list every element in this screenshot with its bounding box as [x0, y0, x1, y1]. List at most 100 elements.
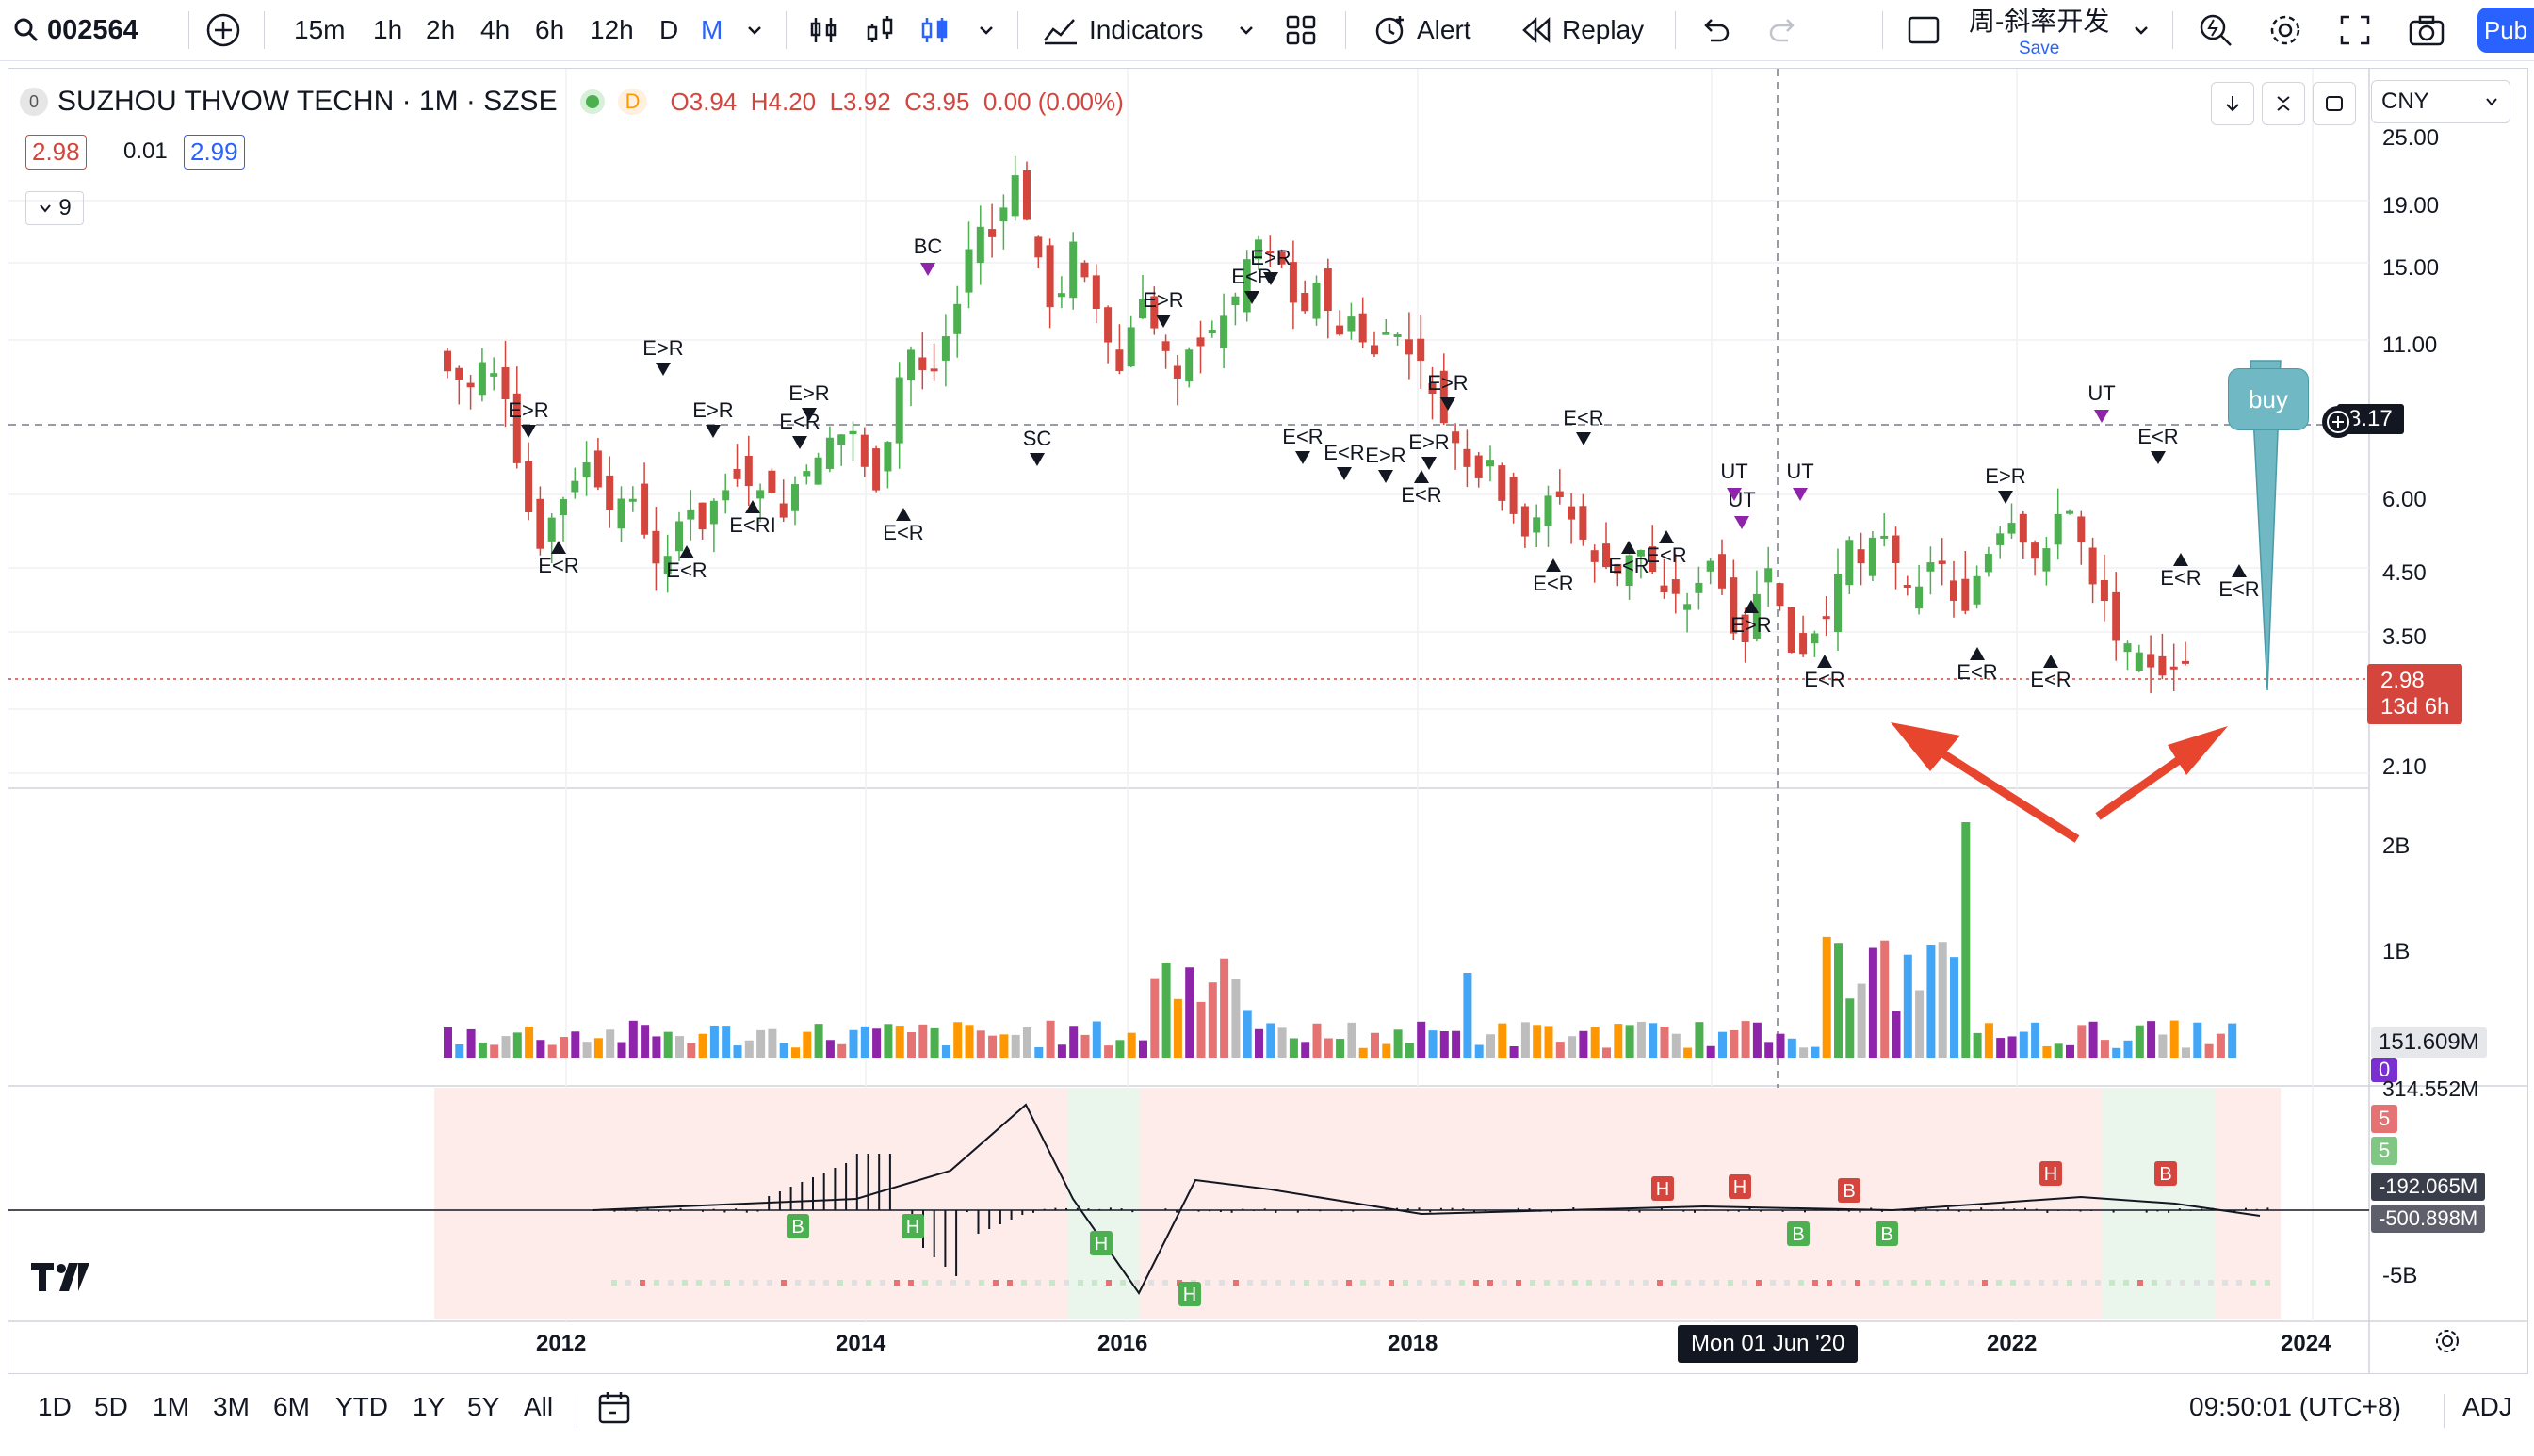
add-alert-plus-button[interactable]: [2322, 406, 2354, 438]
osc-signal-box: [1876, 1221, 1898, 1246]
indicators-toggle[interactable]: 9: [25, 191, 84, 225]
hollow-candles-button[interactable]: [919, 0, 951, 60]
legend-title[interactable]: SUZHOU THVOW TECHN · 1M · SZSE: [57, 86, 558, 117]
interval-6h[interactable]: 6h: [535, 15, 565, 44]
publish-button[interactable]: Pub: [2477, 8, 2534, 53]
volume-bar: [1173, 998, 1182, 1058]
signal-dot: [2039, 1280, 2044, 1286]
candle-body: [1636, 549, 1645, 557]
candle-body: [1428, 382, 1437, 395]
chart-type-dropdown[interactable]: [976, 0, 997, 60]
signal-triangle: [656, 363, 671, 376]
volume-bar: [872, 1028, 882, 1058]
candle-body: [560, 499, 567, 516]
adjust-toggle[interactable]: ADJ: [2462, 1392, 2512, 1421]
alert-button[interactable]: Alert: [1372, 0, 1471, 60]
candle-body: [1220, 315, 1228, 348]
fullscreen-button[interactable]: [2338, 0, 2372, 60]
volume-bar: [1752, 1022, 1762, 1058]
interval-15m[interactable]: 15m: [294, 15, 346, 44]
interval-d[interactable]: D: [659, 15, 679, 44]
price-chart[interactable]: E>RE<RE>RE<RE>RE<RIE<RE>RE<RBCSCE>RE<RE>…: [8, 69, 2527, 1373]
candle-body: [1544, 495, 1552, 526]
replay-button[interactable]: Replay: [1520, 0, 1644, 60]
volume-bar: [1555, 1042, 1565, 1058]
osc-signal-box: [1090, 1231, 1113, 1255]
layout-dropdown[interactable]: [2131, 0, 2152, 60]
interval-m[interactable]: M: [701, 15, 723, 44]
settings-button[interactable]: [2266, 0, 2304, 60]
interval-2h[interactable]: 2h: [426, 15, 456, 44]
signal-dot: [1940, 1280, 1945, 1286]
date-range-button[interactable]: [597, 1390, 635, 1431]
signal-triangle: [745, 500, 760, 513]
undo-icon: [1704, 19, 1730, 42]
quick-search-button[interactable]: [2197, 0, 2234, 60]
signal-dot: [1233, 1280, 1239, 1286]
crosshair-price: 8.17: [2348, 406, 2393, 431]
symbol-logo: 0: [20, 88, 48, 116]
volume-bar: [675, 1036, 684, 1058]
buy-signal-bubble[interactable]: buy: [2228, 368, 2309, 430]
volume-bar: [1220, 958, 1229, 1058]
layouts-button[interactable]: [1285, 0, 1317, 60]
interval-1h[interactable]: 1h: [373, 15, 403, 44]
signal-triangle: [1793, 488, 1808, 501]
signal-triangle: [2232, 564, 2247, 577]
range-1d[interactable]: 1D: [38, 1392, 72, 1421]
range-3m[interactable]: 3M: [213, 1392, 250, 1421]
interval-12h[interactable]: 12h: [590, 15, 634, 44]
range-1y[interactable]: 1Y: [413, 1392, 446, 1421]
indicators-button[interactable]: Indicators: [1042, 0, 1203, 60]
market-status-dot[interactable]: [585, 95, 599, 108]
compare-button[interactable]: [205, 0, 241, 60]
maximize-button[interactable]: [2313, 82, 2356, 125]
symbol-search[interactable]: 002564: [13, 0, 138, 60]
signal-label: E<R: [1957, 660, 1997, 684]
layout-checkbox[interactable]: [1907, 0, 1941, 60]
range-1m[interactable]: 1M: [153, 1392, 189, 1421]
ohlc-values: O3.94 H4.20 L3.92 C3.95 0.00 (0.00%): [670, 87, 1124, 116]
candle-body: [1057, 293, 1065, 298]
interval-dropdown[interactable]: [744, 0, 765, 60]
range-all[interactable]: All: [524, 1392, 554, 1421]
data-flag-badge[interactable]: D: [617, 89, 648, 115]
clock-timezone[interactable]: 09:50:01 (UTC+8): [2189, 1392, 2401, 1421]
bid-price-button[interactable]: 2.98: [25, 135, 87, 170]
candle-body: [1371, 345, 1378, 355]
signal-label: E>R: [1427, 371, 1468, 395]
signal-dot: [2109, 1280, 2115, 1286]
candle-body: [1161, 341, 1170, 351]
chart-area[interactable]: E>R E<R E>R E<R E>R E<RI E<R E>R E<R BC SC E>R E<R E>…: [8, 68, 2528, 1374]
candle-body: [1799, 633, 1808, 655]
signal-triangle: [551, 541, 566, 554]
undo-button[interactable]: [1699, 0, 1731, 60]
signal-label: E>R: [788, 381, 829, 405]
candle-body: [1347, 316, 1356, 332]
indicators-dropdown[interactable]: [1236, 0, 1257, 60]
collapse-button[interactable]: [2262, 82, 2305, 125]
signal-label: E>R: [692, 398, 733, 422]
bar-style-button[interactable]: [808, 0, 840, 60]
range-ytd[interactable]: YTD: [335, 1392, 388, 1421]
interval-4h[interactable]: 4h: [480, 15, 511, 44]
candle-body: [837, 434, 846, 445]
range-5d[interactable]: 5D: [94, 1392, 128, 1421]
redo-button[interactable]: [1767, 0, 1799, 60]
candle-body: [744, 455, 753, 487]
candle-body: [1764, 568, 1773, 583]
candles-button[interactable]: [865, 0, 897, 60]
ask-price-button[interactable]: 2.99: [184, 135, 245, 170]
tradingview-logo[interactable]: [31, 1263, 89, 1296]
signal-label: E<R: [1324, 441, 1364, 464]
time-axis-settings-button[interactable]: [2433, 1327, 2461, 1360]
snapshot-button[interactable]: [2408, 0, 2445, 60]
candle-body: [478, 362, 486, 396]
volume-bar: [768, 1028, 777, 1058]
layout-name-button[interactable]: 周-斜率开发 Save: [1969, 0, 2109, 60]
range-5y[interactable]: 5Y: [467, 1392, 500, 1421]
scroll-down-button[interactable]: [2211, 82, 2254, 125]
range-6m[interactable]: 6M: [273, 1392, 310, 1421]
volume-bar: [884, 1024, 893, 1058]
currency-select[interactable]: CNY: [2371, 80, 2510, 123]
